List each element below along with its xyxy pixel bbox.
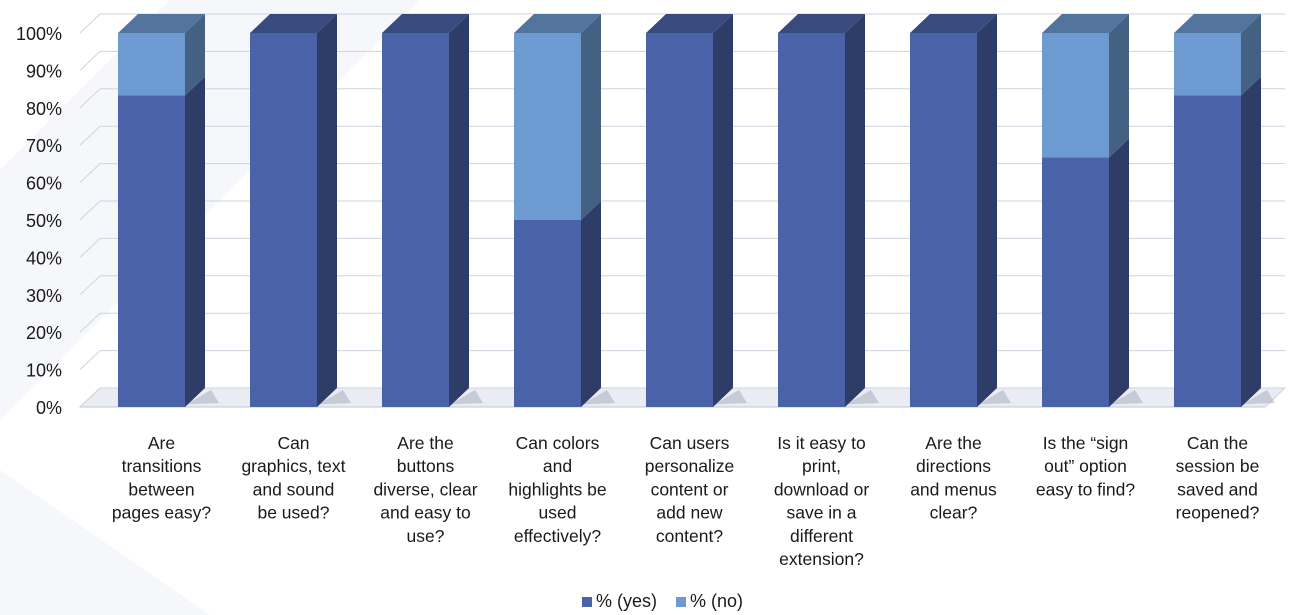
y-tick-label: 40%: [26, 248, 62, 268]
y-tick-label: 30%: [26, 286, 62, 306]
y-axis-ticks: 0% 10% 20% 30% 40% 50% 60% 70% 80% 90% 100%: [16, 24, 62, 418]
bar-top-face: [1042, 14, 1129, 33]
x-category-label: Can colors and highlights be used effectivel…: [508, 433, 606, 546]
background-stripe: [0, 470, 210, 615]
y-tick-label: 90%: [26, 61, 62, 81]
x-category-label: Are transitions between pages easy?: [112, 433, 212, 523]
legend-item-no: % (no): [676, 591, 743, 611]
bar-segment-yes: [910, 14, 997, 407]
bar-segment-yes: [382, 14, 469, 407]
y-tick-label: 0%: [36, 398, 62, 418]
x-category-label: Is the “sign out” option easy to find?: [1036, 433, 1135, 499]
bar-top-face: [1174, 14, 1261, 33]
bar-top-face: [910, 14, 997, 33]
bar-top-face: [778, 14, 865, 33]
y-tick-label: 50%: [26, 211, 62, 231]
bar-segment-yes: [1174, 76, 1261, 407]
bar-segment-yes: [646, 14, 733, 407]
bar-shadow: [254, 390, 351, 407]
x-category-label: Can graphics, text and sound be used?: [241, 433, 345, 523]
x-category-label: Can users personalize content or add new con…: [645, 433, 735, 546]
bar-segment-yes: [514, 201, 601, 407]
bar-segment-yes: [1042, 138, 1129, 408]
bar-segment-yes: [778, 14, 865, 407]
bar-segment-yes: [250, 14, 337, 407]
legend-label: % (yes): [596, 591, 657, 611]
legend: % (yes) % (no): [582, 591, 743, 611]
bar-shadow: [650, 390, 747, 407]
bar-shadow: [1178, 390, 1275, 407]
bar-shadow: [1046, 390, 1143, 407]
y-tick-label: 10%: [26, 361, 62, 381]
y-tick-label: 70%: [26, 136, 62, 156]
bars: [118, 14, 1275, 408]
bar-shadow: [782, 390, 879, 407]
x-category-label: Can the session be saved and reopened?: [1176, 433, 1260, 523]
bar-segment-yes: [118, 76, 205, 407]
bar-shadow: [518, 390, 615, 407]
x-axis-category-labels: Are transitions between pages easy? Can graph…: [112, 433, 1260, 569]
bar-shadow: [914, 390, 1011, 407]
bar-top-face: [514, 14, 601, 33]
bar-segment-no: [514, 14, 601, 220]
bar-top-face: [118, 14, 205, 33]
background-stripe: [0, 0, 420, 420]
bar-top-face: [250, 14, 337, 33]
bar-top-face: [382, 14, 469, 33]
y-tick-label: 60%: [26, 174, 62, 194]
legend-swatch: [582, 597, 592, 607]
bar-top-face: [646, 14, 733, 33]
bar-segment-no: [1042, 14, 1129, 158]
x-category-label: Are the directions and menus clear?: [910, 433, 997, 523]
legend-label: % (no): [690, 591, 743, 611]
x-category-label: Are the buttons diverse, clear and easy to u…: [373, 433, 477, 546]
bar-segment-no: [118, 14, 205, 96]
bar-shadow: [386, 390, 483, 407]
y-tick-label: 80%: [26, 99, 62, 119]
y-tick-label: 20%: [26, 323, 62, 343]
y-tick-label: 100%: [16, 24, 62, 44]
bar-shadow: [122, 390, 219, 407]
background-decoration: [0, 0, 420, 615]
legend-item-yes: % (yes): [582, 591, 657, 611]
bar-segment-no: [1174, 14, 1261, 96]
legend-swatch: [676, 597, 686, 607]
